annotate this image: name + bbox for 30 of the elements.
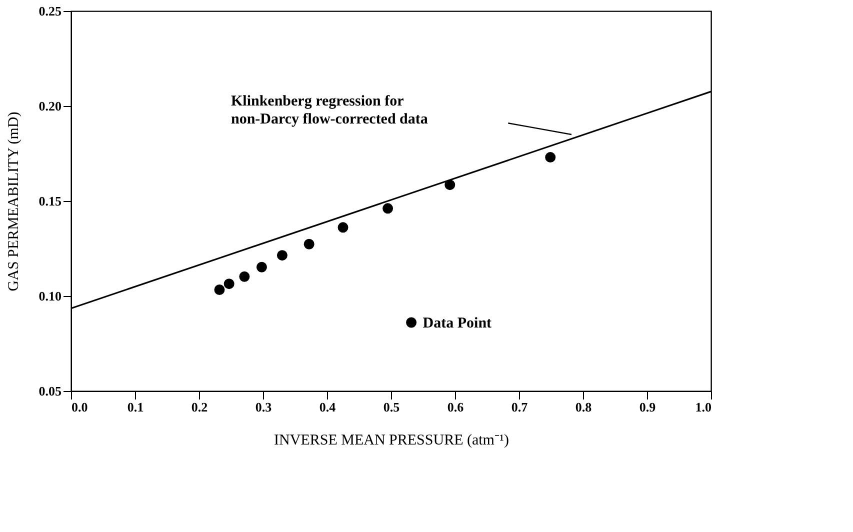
- x-tick-label: 0.2: [191, 400, 208, 414]
- y-tick-label: 0.10: [38, 288, 62, 304]
- point: [224, 278, 234, 290]
- x-tick-label: 0.3: [255, 400, 272, 414]
- point: [444, 180, 456, 190]
- point: [214, 284, 225, 295]
- y-tick-label: 0.05: [38, 384, 62, 398]
- y-tick-label: 0.15: [38, 194, 62, 208]
- x-tick-label: 0.6: [447, 400, 464, 414]
- point: [545, 152, 556, 163]
- x-tick-label: 0.5: [383, 400, 400, 414]
- y-tick-label: 0.20: [38, 98, 62, 114]
- point: [276, 250, 288, 261]
- legend-label: Data Point: [422, 316, 492, 332]
- x-tick-label: 0.9: [639, 400, 656, 414]
- point: [304, 238, 314, 250]
- annotation: Klinkenberg regression for non-Darcy flow-corrected data: [231, 93, 428, 128]
- x-tick-label: 0.4: [319, 400, 336, 414]
- point: [239, 271, 250, 282]
- x-tick-label: 1.0: [695, 400, 712, 414]
- x-axis-title: INVERSE MEAN PRESSURE (atm⁻¹): [274, 432, 509, 448]
- x-tick-label: 0.0: [72, 400, 88, 414]
- y-tick-label: 0.25: [38, 4, 62, 18]
- x-tick-label: 0.1: [127, 400, 144, 414]
- x-tick-label: 0.8: [575, 400, 592, 414]
- x-tick-label: 0.7: [511, 400, 528, 414]
- point: [256, 262, 267, 272]
- y-axis-title: GAS PERMEABILITY (mD): [6, 112, 22, 292]
- point: [382, 203, 394, 214]
- point: [338, 222, 348, 233]
